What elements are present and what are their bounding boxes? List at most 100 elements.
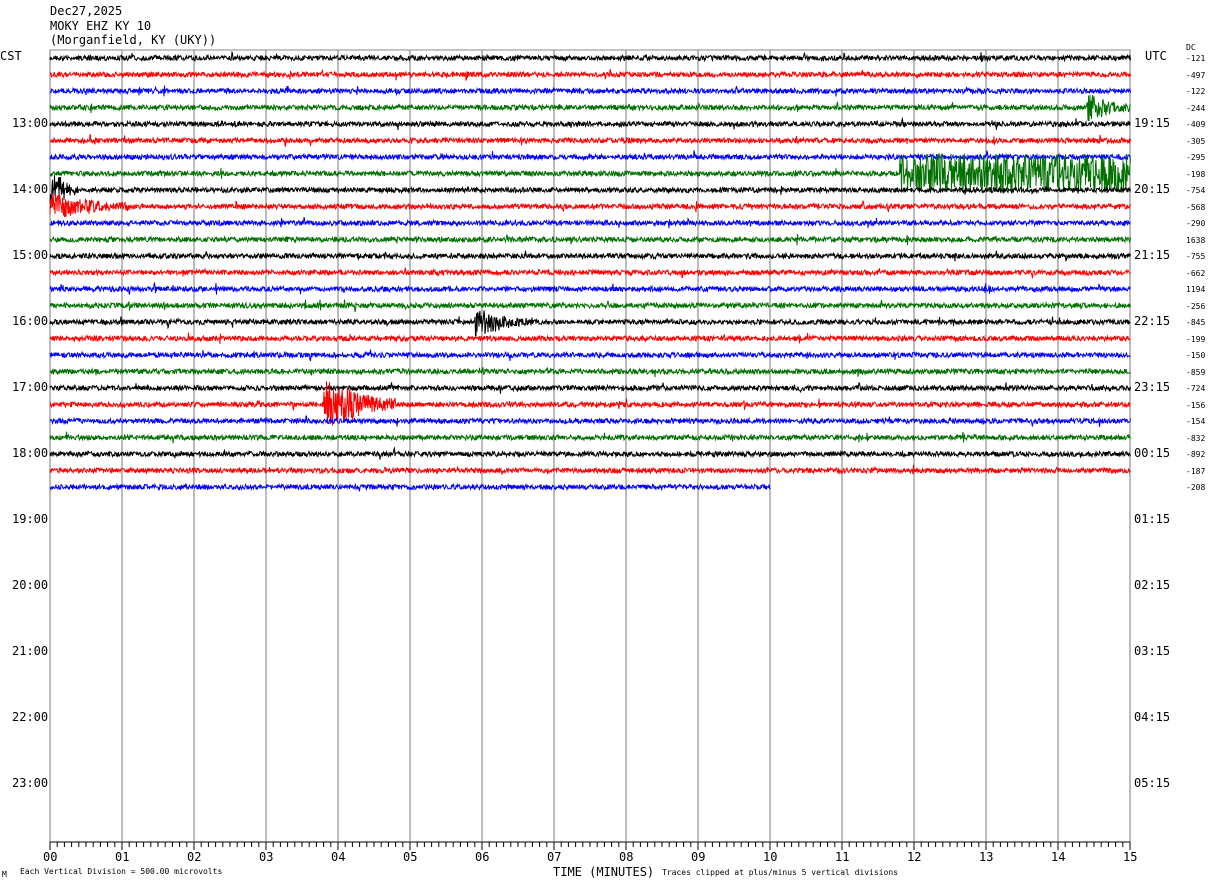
seismic-trace [49,415,1131,428]
left-hour-label: 18:00 [12,446,49,460]
left-timezone: CST [0,49,22,63]
dc-offset: -497 [1186,70,1206,80]
dc-offset: -256 [1186,301,1206,311]
dc-offset: -199 [1186,334,1206,344]
seismic-trace [49,216,1131,229]
seismic-trace [49,310,1131,337]
left-hour-label: 16:00 [12,314,49,328]
x-tick-label: 01 [115,850,130,864]
seismic-trace [49,233,1131,246]
x-tick-label: 07 [547,850,562,864]
clip-note: Traces clipped at plus/minus 5 vertical … [662,868,899,877]
dc-offset: 1638 [1186,235,1206,245]
right-hour-label: 23:15 [1134,380,1171,394]
left-hour-label: 19:00 [12,512,49,526]
right-timezone: UTC [1145,49,1167,63]
dc-offset: -244 [1186,103,1206,113]
dc-offset: -121 [1186,54,1206,63]
dc-offset: -892 [1186,450,1206,459]
right-hour-label: 20:15 [1134,182,1171,196]
seismic-trace [49,431,1131,444]
dc-offset: -832 [1186,433,1206,443]
dc-offset: -150 [1186,351,1206,360]
x-tick-label: 15 [1123,850,1138,864]
dc-offset: -290 [1186,219,1206,228]
left-hour-label: 23:00 [12,776,49,790]
left-hour-label: 15:00 [12,248,49,262]
corner-mark: M [2,870,7,879]
seismic-trace [49,50,1131,63]
right-hour-label: 05:15 [1134,776,1171,790]
x-tick-label: 06 [475,850,490,864]
seismic-trace [49,193,1131,218]
right-hour-label: 00:15 [1134,446,1171,460]
dc-offset: -409 [1186,120,1206,129]
seismic-trace [49,381,1131,426]
date-label: Dec27,2025 [50,4,123,18]
x-tick-label: 12 [907,850,922,864]
dc-offset: -295 [1186,153,1206,162]
right-hour-label: 02:15 [1134,578,1171,592]
seismic-trace [49,281,1131,296]
dc-offset: -662 [1186,268,1206,278]
x-axis-label: TIME (MINUTES) [553,865,655,879]
right-hour-label: 03:15 [1134,644,1171,658]
seismic-trace [50,367,1131,378]
dc-offset: -154 [1186,417,1206,426]
left-hour-label: 13:00 [12,116,49,130]
seismic-trace [49,116,1131,130]
dc-label: DC [1186,43,1196,52]
dc-offset: -208 [1186,483,1206,492]
dc-offset: -859 [1186,367,1206,377]
dc-offset: -187 [1186,466,1206,476]
seismic-trace [49,382,1131,394]
seismic-trace [49,349,1131,362]
x-tick-label: 10 [763,850,778,864]
x-tick-label: 09 [691,850,706,864]
right-hour-label: 04:15 [1134,710,1171,724]
left-hour-label: 14:00 [12,182,49,196]
x-tick-label: 02 [187,850,202,864]
station-label: MOKY EHZ KY 10 [50,19,152,33]
seismic-trace [49,94,1131,122]
seismic-trace [49,267,1131,279]
dc-offset: -305 [1186,136,1206,146]
location-label: (Morganfield, KY (UKY)) [50,33,217,47]
x-tick-label: 08 [619,850,634,864]
scale-note: Each Vertical Division = 500.00 microvol… [20,867,223,876]
dc-offset: -156 [1186,400,1206,410]
seismic-trace [49,149,1131,162]
left-hour-label: 22:00 [12,710,49,724]
seismic-trace [49,332,1131,344]
seismic-trace [49,299,1131,313]
seismic-trace [49,175,1131,209]
x-tick-label: 03 [259,850,274,864]
dc-offset: 1194 [1186,285,1206,294]
dc-offset: -845 [1186,318,1206,327]
right-hour-label: 22:15 [1134,314,1171,328]
seismic-trace [49,85,1131,97]
x-tick-label: 14 [1051,850,1066,864]
x-tick-label: 04 [331,850,346,864]
dc-offset: -122 [1186,87,1206,96]
left-hour-label: 17:00 [12,380,49,394]
seismic-trace [49,134,1131,148]
seismic-trace [49,250,1131,262]
x-tick-label: 00 [43,850,58,864]
left-hour-label: 20:00 [12,578,49,592]
dc-offset: -754 [1186,186,1206,195]
dc-offset: -755 [1186,252,1206,261]
seismic-trace [49,69,1131,82]
seismic-trace [49,482,771,492]
dc-offset: -198 [1186,169,1206,179]
right-hour-label: 21:15 [1134,248,1171,262]
x-tick-label: 05 [403,850,418,864]
left-hour-label: 21:00 [12,644,49,658]
x-tick-label: 13 [979,850,994,864]
right-hour-label: 19:15 [1134,116,1171,130]
seismic-trace [49,446,1131,460]
dc-offset: -568 [1186,202,1206,212]
dc-offset: -724 [1186,384,1206,393]
seismic-trace [49,153,1131,194]
